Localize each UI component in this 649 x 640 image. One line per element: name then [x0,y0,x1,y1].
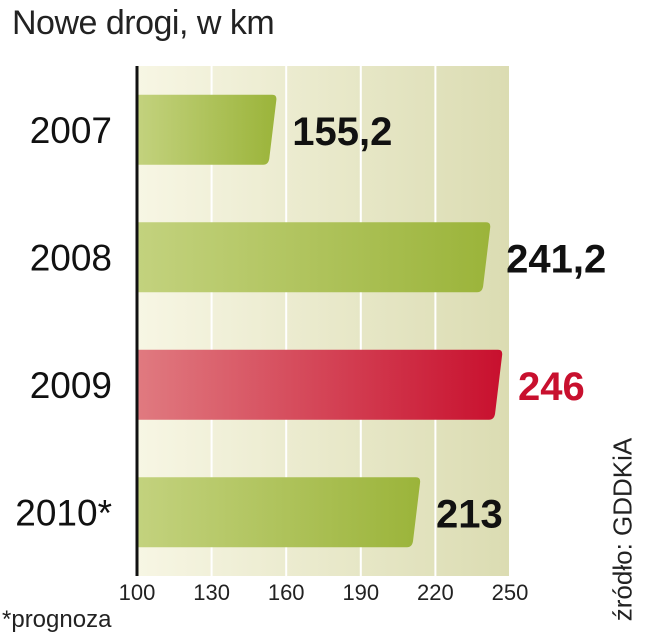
footnote: *prognoza [2,606,112,633]
chart-title: Nowe drogi, w km [12,4,275,42]
x-tick-label: 130 [193,580,230,605]
category-labels: 2007 2008 2009 2010* [15,110,112,534]
value-label: 213 [436,492,503,536]
bar-2008 [137,222,491,293]
x-tick-labels: 100 130 160 190 220 250 [119,580,529,605]
source-note: źródło: GDDKiA [607,437,638,622]
category-label: 2007 [30,110,112,151]
x-tick-label: 100 [119,580,156,605]
bars [137,94,503,548]
category-label: 2010* [15,492,112,533]
x-tick-label: 160 [268,580,305,605]
category-label: 2009 [30,365,112,406]
value-label: 241,2 [506,237,606,281]
category-label: 2008 [30,237,112,278]
value-label: 155,2 [292,110,392,154]
bar-2007 [137,94,277,165]
value-labels: 155,2 241,2 246 213 [292,110,606,537]
value-label: 246 [518,365,585,409]
x-tick-label: 250 [492,580,529,605]
x-tick-label: 190 [342,580,379,605]
x-tick-label: 220 [417,580,454,605]
bar-2010 [137,477,421,548]
bar-2009 [137,349,503,420]
